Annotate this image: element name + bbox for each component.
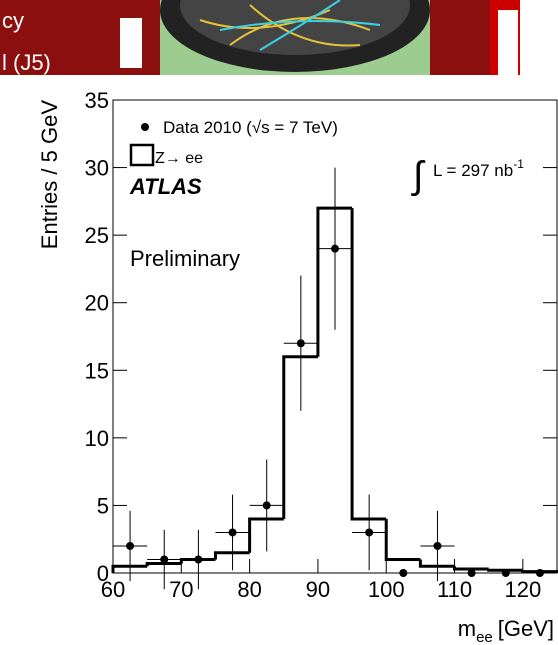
- histogram-bin: [350, 208, 387, 521]
- y-tick-label: 0: [97, 561, 109, 586]
- data-point: [467, 569, 476, 577]
- data-point: [160, 555, 169, 564]
- x-tick-label: 60: [101, 577, 125, 602]
- header-text: l (J5): [2, 50, 51, 75]
- histogram-bin: [248, 517, 284, 553]
- header-box: [0, 0, 112, 75]
- histogram-bin: [145, 562, 182, 567]
- luminosity: L = 297 nb-1: [433, 157, 524, 180]
- histogram-bin: [418, 559, 455, 568]
- x-tick-label: 120: [504, 577, 541, 602]
- x-tick-label: 90: [306, 577, 330, 602]
- histogram-bin: [111, 564, 148, 573]
- x-axis-label: mee [GeV]: [458, 616, 554, 645]
- x-axis-label-main: m: [458, 616, 476, 641]
- data-point: [399, 569, 408, 577]
- x-tick-label: 70: [169, 577, 193, 602]
- data-point: [296, 339, 305, 348]
- data-point: [433, 541, 442, 550]
- luminosity-text: L = 297 nb: [433, 161, 513, 180]
- y-tick-label: 25: [85, 223, 109, 248]
- header-image: [219, 0, 381, 51]
- histogram-bin: [384, 518, 421, 561]
- header-box: [120, 18, 142, 68]
- header-text: cy: [2, 8, 24, 33]
- header-box: [430, 0, 490, 75]
- chart: 0 5 10 15 20 25 30 35 60 70 80 90 100 110 120 Entries /…: [37, 88, 558, 645]
- legend-marker: [141, 123, 149, 131]
- x-tick-label: 110: [437, 577, 472, 602]
- histogram-bin: [213, 551, 250, 560]
- data-point: [126, 541, 135, 550]
- data-point: [535, 569, 544, 577]
- histogram-bin: [316, 206, 353, 357]
- y-axis-label: Entries / 5 GeV: [37, 100, 62, 250]
- x-tick-label: 80: [237, 577, 261, 602]
- x-axis-label-unit: [GeV]: [498, 616, 554, 641]
- histogram-bin: [453, 566, 489, 571]
- annotation: ATLAS: [129, 174, 202, 199]
- y-tick-label: 10: [85, 426, 109, 451]
- legend-label: Z→ ee: [155, 150, 203, 167]
- y-tick-label: 35: [85, 88, 109, 113]
- header-box: [520, 0, 558, 75]
- plot-frame: [112, 99, 558, 574]
- header-box: [498, 10, 518, 75]
- annotation: Preliminary: [130, 246, 240, 271]
- x-axis-label-sub: ee: [476, 629, 493, 645]
- legend-marker: [129, 143, 155, 167]
- data-point: [194, 555, 203, 564]
- x-tick-label: 100: [368, 577, 405, 602]
- data-point: [501, 569, 510, 577]
- data-point: [262, 501, 271, 510]
- y-tick-label: 5: [97, 493, 109, 518]
- legend-label: Data 2010 (√s = 7 TeV): [163, 118, 338, 137]
- data-point: [365, 528, 374, 537]
- luminosity-sign: ∫: [411, 155, 426, 197]
- header-image: [180, 0, 410, 55]
- y-tick-label: 30: [85, 156, 109, 181]
- histogram-bin: [487, 568, 523, 572]
- y-tick-label: 15: [85, 358, 109, 383]
- data-point: [331, 244, 339, 253]
- histogram-bin: [282, 355, 318, 519]
- luminosity-sup: -1: [513, 157, 524, 171]
- data-point: [228, 528, 237, 537]
- y-tick-label: 20: [85, 291, 109, 316]
